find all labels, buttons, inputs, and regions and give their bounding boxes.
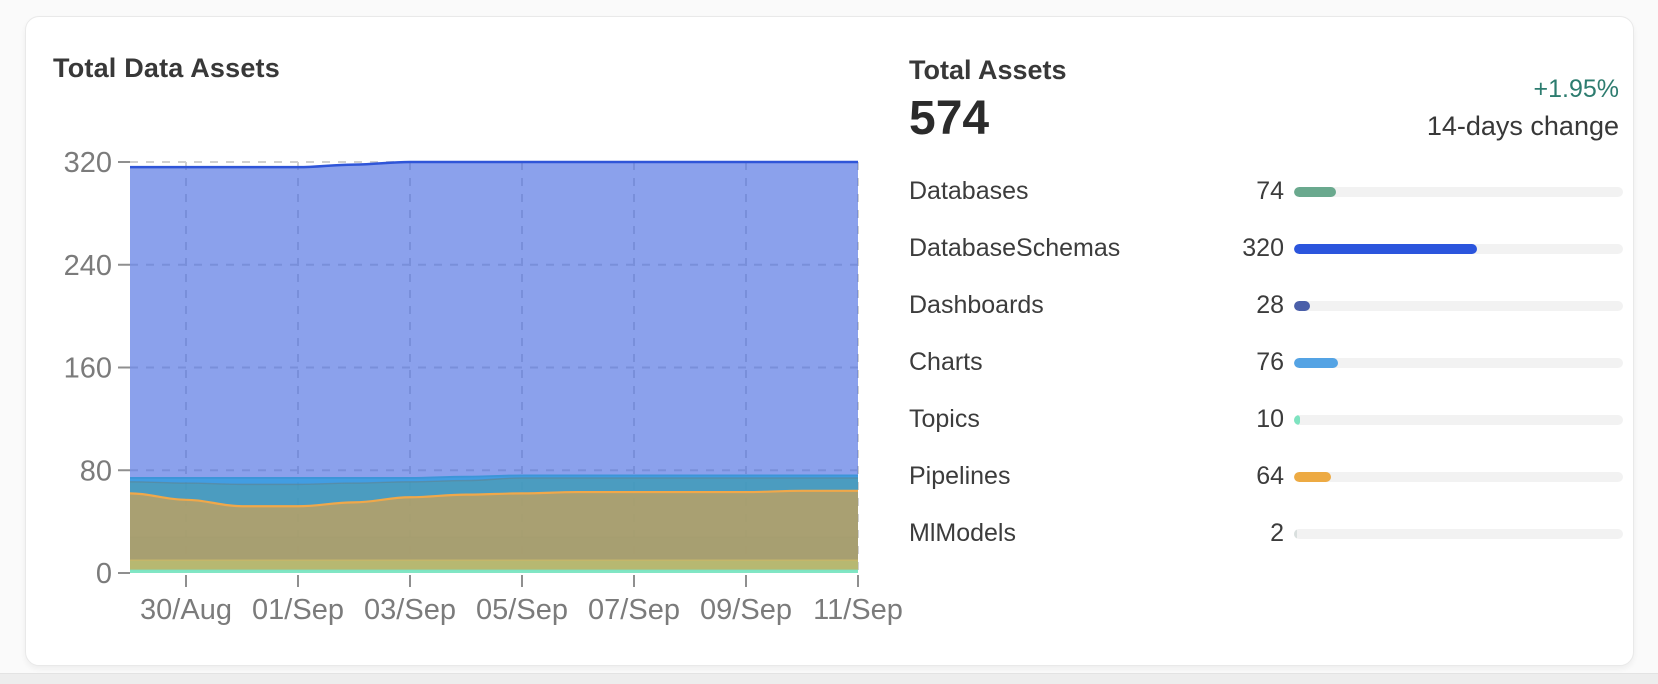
svg-text:240: 240 [64, 250, 112, 282]
svg-text:11/Sep: 11/Sep [813, 594, 903, 626]
asset-summary-list: Databases 74 DatabaseSchemas 320 Dashboards 2… [909, 163, 1623, 562]
svg-text:80: 80 [80, 455, 112, 487]
asset-row-dashboards: Dashboards 28 [909, 277, 1623, 334]
asset-progress-fill [1294, 357, 1338, 368]
asset-label: DatabaseSchemas [909, 234, 1121, 262]
summary-title: Total Assets [909, 55, 1067, 85]
asset-label: MlModels [909, 519, 1016, 547]
svg-text:160: 160 [64, 353, 112, 385]
asset-value: 2 [1270, 519, 1284, 547]
asset-row-charts: Charts 76 [909, 334, 1623, 391]
asset-label: Topics [909, 405, 980, 433]
asset-progress-track [1294, 186, 1623, 197]
svg-text:30/Aug: 30/Aug [140, 594, 232, 626]
asset-value: 64 [1256, 462, 1284, 490]
chart-title: Total Data Assets [53, 53, 280, 83]
asset-value: 74 [1256, 177, 1284, 205]
asset-progress-track [1294, 471, 1623, 482]
asset-row-mlmodels: MlModels 2 [909, 505, 1623, 562]
asset-label: Pipelines [909, 462, 1011, 490]
asset-progress-fill [1294, 528, 1297, 539]
svg-text:05/Sep: 05/Sep [476, 594, 568, 626]
asset-row-databaseschemas: DatabaseSchemas 320 [909, 220, 1623, 277]
asset-progress-fill [1294, 414, 1300, 425]
asset-progress-fill [1294, 186, 1337, 197]
asset-progress-fill [1294, 471, 1331, 482]
total-assets-value: 574 [909, 92, 990, 145]
asset-progress-fill [1294, 300, 1311, 311]
asset-value: 28 [1256, 291, 1284, 319]
svg-text:09/Sep: 09/Sep [700, 594, 792, 626]
asset-label: Dashboards [909, 291, 1044, 319]
asset-value: 76 [1256, 348, 1284, 376]
asset-label: Databases [909, 177, 1029, 205]
asset-progress-track [1294, 300, 1623, 311]
svg-text:320: 320 [64, 147, 112, 179]
next-widget-edge [0, 673, 1658, 684]
change-percent-badge: +1.95% [1533, 75, 1620, 103]
svg-text:01/Sep: 01/Sep [252, 594, 344, 626]
total-data-assets-widget: Total Data Assets 0 80 160 240 320 30/Aug 01/S… [25, 16, 1634, 666]
asset-progress-track [1294, 243, 1623, 254]
asset-label: Charts [909, 348, 983, 376]
asset-progress-track [1294, 357, 1623, 368]
asset-row-databases: Databases 74 [909, 163, 1623, 220]
change-period-label: 14-days change [1426, 111, 1619, 141]
asset-progress-fill [1294, 243, 1478, 254]
asset-value: 10 [1256, 405, 1284, 433]
asset-progress-track [1294, 528, 1623, 539]
svg-text:03/Sep: 03/Sep [364, 594, 456, 626]
asset-progress-track [1294, 414, 1623, 425]
svg-text:07/Sep: 07/Sep [588, 594, 680, 626]
asset-row-pipelines: Pipelines 64 [909, 448, 1623, 505]
asset-value: 320 [1242, 234, 1284, 262]
asset-row-topics: Topics 10 [909, 391, 1623, 448]
svg-text:0: 0 [96, 558, 112, 590]
assets-trend-area-chart[interactable]: 0 80 160 240 320 30/Aug 01/Sep 03/Sep 05/Sep 07/S… [30, 130, 910, 640]
